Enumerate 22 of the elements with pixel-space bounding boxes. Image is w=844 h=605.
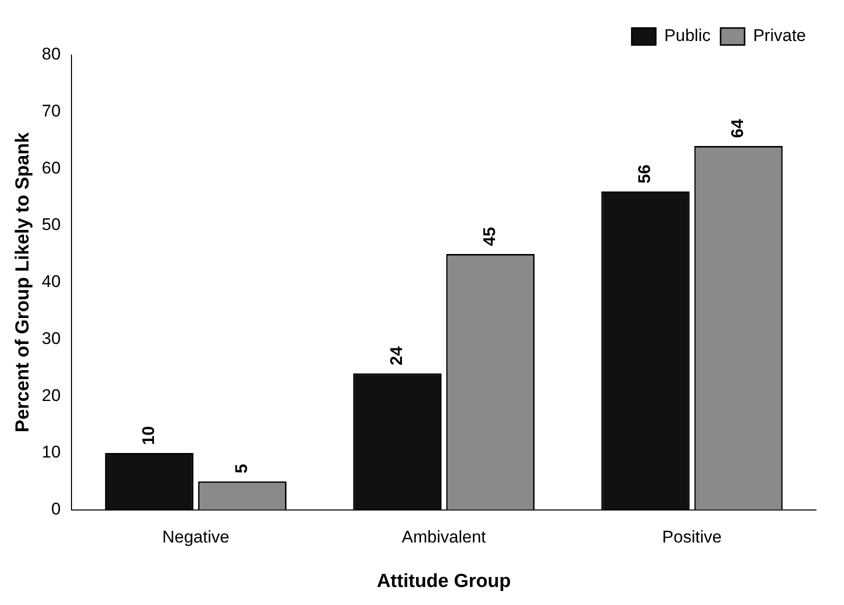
- data-label: 64: [728, 118, 748, 138]
- y-tick-label: 40: [42, 272, 61, 292]
- x-axis-title: Attitude Group: [376, 570, 511, 592]
- y-tick-label: 20: [42, 386, 61, 405]
- y-tick-label: 70: [42, 102, 61, 121]
- y-tick-label: 80: [42, 44, 61, 64]
- data-label: 45: [480, 227, 500, 246]
- data-label: 24: [387, 346, 406, 366]
- y-tick-label: 50: [42, 215, 61, 234]
- y-axis-title: Percent of Group Likely to Spank: [12, 132, 34, 432]
- data-label: 10: [138, 426, 158, 445]
- x-tick-label: Positive: [662, 528, 722, 547]
- y-tick-label: 10: [42, 442, 61, 462]
- data-label: 5: [232, 464, 251, 474]
- data-label: 56: [635, 164, 654, 184]
- y-tick-label: 30: [42, 328, 61, 348]
- y-tick-label: 0: [51, 499, 61, 518]
- x-tick-label: Ambivalent: [402, 528, 486, 547]
- legend-label: Public: [664, 26, 712, 46]
- legend-label: Private: [753, 26, 806, 46]
- y-tick-label: 60: [42, 158, 61, 178]
- x-tick-label: Negative: [162, 528, 230, 547]
